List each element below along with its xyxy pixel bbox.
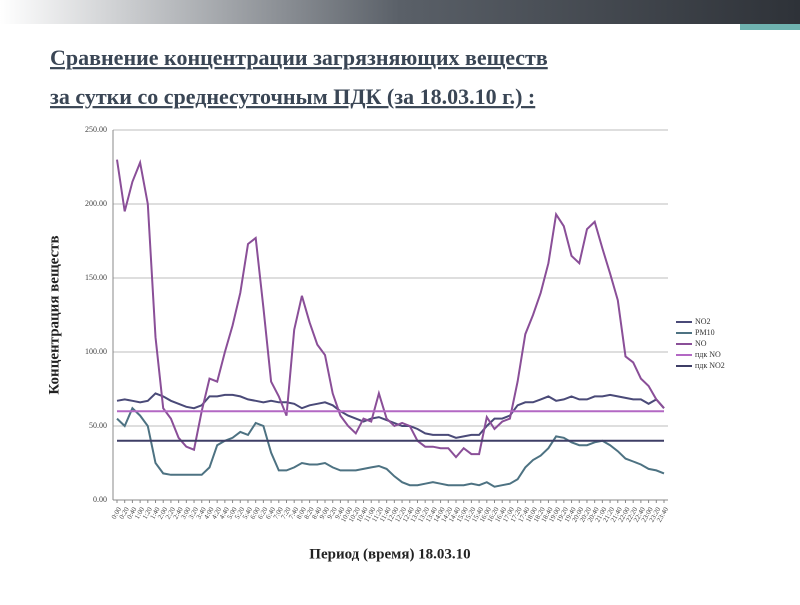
y-tick-label: 50.00 [89,421,107,430]
legend-label: пдк NO2 [695,361,725,370]
y-tick-label: 250.00 [85,125,107,134]
y-tick-label: 0.00 [93,495,107,504]
legend-label: пдк NO [695,350,721,359]
accent-stripe [740,24,800,30]
title-line: Сравнение концентрации загрязняющих веще… [50,45,548,70]
series-line [116,406,665,488]
series-line [116,392,665,439]
y-tick-label: 100.00 [85,347,107,356]
legend-label: PM10 [695,328,715,337]
y-tick-label: 150.00 [85,273,107,282]
top-banner [0,0,800,24]
legend-label: NO [695,339,707,348]
y-axis-label: Концентрация веществ [46,235,62,394]
title-line: за сутки со среднесуточным ПДК (за 18.03… [50,84,535,109]
x-axis-label: Период (время) 18.03.10 [309,546,470,562]
legend-label: NO2 [695,317,711,326]
y-tick-label: 200.00 [85,199,107,208]
series-line [116,159,665,459]
